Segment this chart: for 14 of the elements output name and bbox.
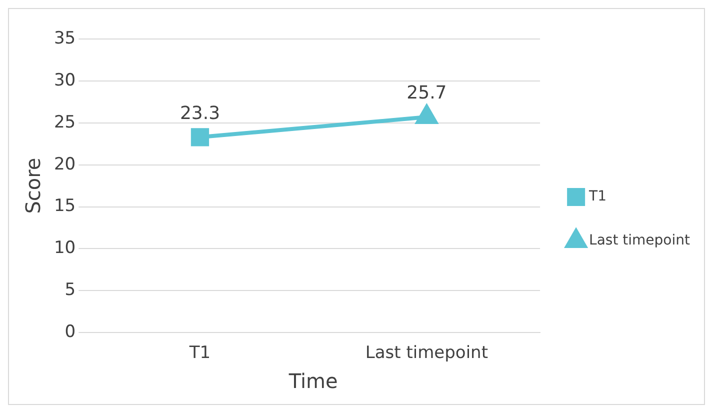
data-label: 23.3 bbox=[180, 102, 220, 124]
y-axis-title: Score bbox=[21, 158, 46, 214]
y-tick-label: 30 bbox=[54, 70, 76, 90]
y-tick-label: 10 bbox=[54, 238, 76, 258]
y-tick-label: 0 bbox=[64, 322, 76, 342]
legend-label: T1 bbox=[588, 188, 607, 205]
x-axis-title: Time bbox=[288, 369, 338, 394]
data-label: 25.7 bbox=[406, 82, 447, 104]
legend-label: Last timepoint bbox=[589, 232, 691, 249]
y-tick-label: 35 bbox=[54, 28, 76, 48]
y-tick-label: 5 bbox=[64, 280, 76, 300]
y-tick-label: 25 bbox=[54, 112, 76, 132]
y-tick-label: 15 bbox=[54, 196, 76, 216]
y-tick-label: 20 bbox=[54, 154, 76, 174]
